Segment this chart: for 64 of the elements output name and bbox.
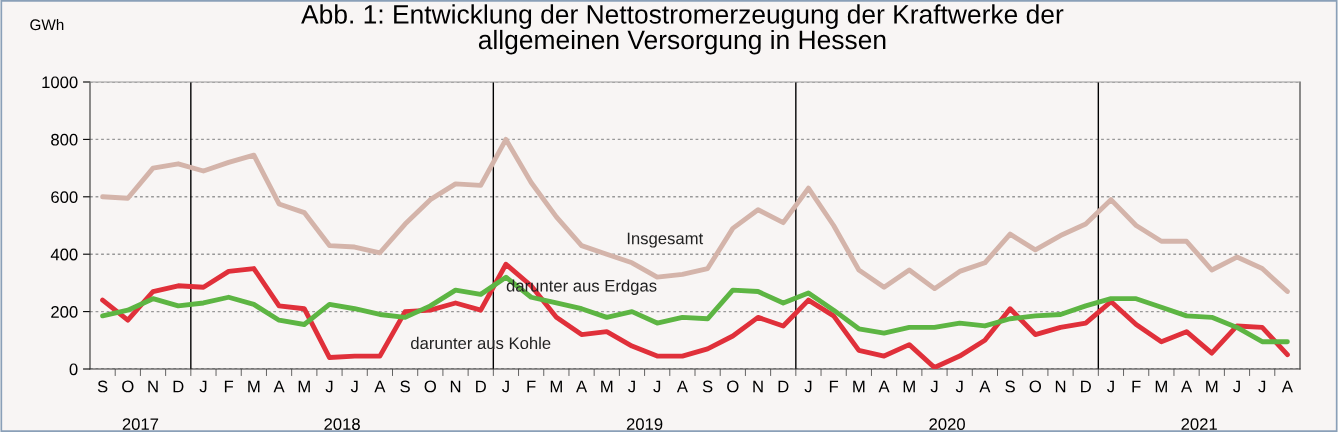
x-tick-label: F	[829, 380, 839, 393]
text: 2018	[324, 418, 360, 431]
series-label: Insgesamt	[627, 232, 704, 248]
y-tick-label: 400	[50, 248, 78, 261]
x-tick-label: F	[224, 380, 234, 393]
text: 2020	[929, 418, 965, 431]
x-tick-label: M	[248, 380, 260, 393]
x-tick-label: S	[702, 380, 713, 393]
x-tick-label: O	[727, 380, 739, 393]
x-tick-label: D	[173, 380, 184, 393]
x-tick-label: O	[122, 380, 134, 393]
x-tick-label: J	[1233, 380, 1240, 393]
text: 2017	[122, 418, 159, 431]
x-tick-label: D	[1081, 380, 1091, 393]
y-tick-label: 800	[51, 133, 78, 146]
x-tick-label: J	[955, 380, 963, 393]
x-tick-label: J	[628, 380, 635, 393]
x-tick-label: M	[601, 380, 613, 393]
x-tick-label: A	[979, 380, 991, 393]
y-tick-label: 600	[51, 191, 78, 203]
x-tick-label: M	[853, 380, 865, 393]
y-tick-label: 0	[69, 363, 78, 376]
x-tick-label: O	[1029, 380, 1041, 393]
x-tick-label: M	[1155, 380, 1167, 393]
x-tick-label: F	[527, 380, 536, 393]
line-series	[100, 261, 1290, 369]
x-tick-label: N	[148, 380, 158, 393]
x-tick-label: J	[1107, 380, 1114, 393]
x-tick-label: M	[1206, 380, 1218, 393]
x-tick-label: F	[1132, 380, 1141, 393]
x-tick-label: O	[424, 380, 436, 393]
x-tick-label: M	[298, 380, 310, 393]
x-tick-label: A	[576, 380, 588, 393]
x-tick-label: N	[450, 380, 461, 393]
x-tick-label: A	[1281, 380, 1293, 393]
text: 2021	[1181, 418, 1217, 431]
x-tick-label: J	[653, 380, 661, 393]
line-series	[100, 136, 1290, 294]
y-tick-label: 1000	[42, 76, 78, 89]
x-tick-label: J	[199, 380, 207, 393]
x-tick-label: D	[476, 380, 486, 393]
x-tick-label: N	[753, 380, 763, 393]
y-axis-title: GWh	[30, 18, 64, 31]
x-tick-label: S	[1005, 380, 1015, 393]
y-tick-label: 200	[51, 306, 78, 318]
x-tick-label: D	[778, 380, 789, 393]
x-tick-label: S	[400, 380, 410, 393]
x-tick-label: N	[1055, 380, 1066, 393]
x-tick-label: S	[97, 380, 108, 393]
x-tick-label: A	[676, 380, 688, 393]
x-tick-label: J	[930, 380, 938, 393]
chart-title: Abb. 1: Entwicklung der Nettostromerzeugung der Kraftwerke der allgemeinen Versorgung in Hessen	[301, 4, 1064, 55]
x-tick-label: J	[325, 380, 333, 393]
text: 2019	[626, 418, 663, 431]
x-tick-label: M	[550, 380, 562, 393]
x-tick-label: A	[1181, 380, 1193, 393]
x-tick-label: J	[502, 380, 509, 393]
x-tick-label: J	[350, 380, 358, 393]
x-tick-label: M	[903, 380, 915, 393]
x-tick-label: A	[878, 380, 890, 393]
x-tick-label: J	[804, 380, 812, 393]
x-tick-label: A	[273, 380, 285, 393]
x-tick-label: J	[1258, 380, 1266, 393]
x-tick-label: A	[374, 380, 386, 393]
